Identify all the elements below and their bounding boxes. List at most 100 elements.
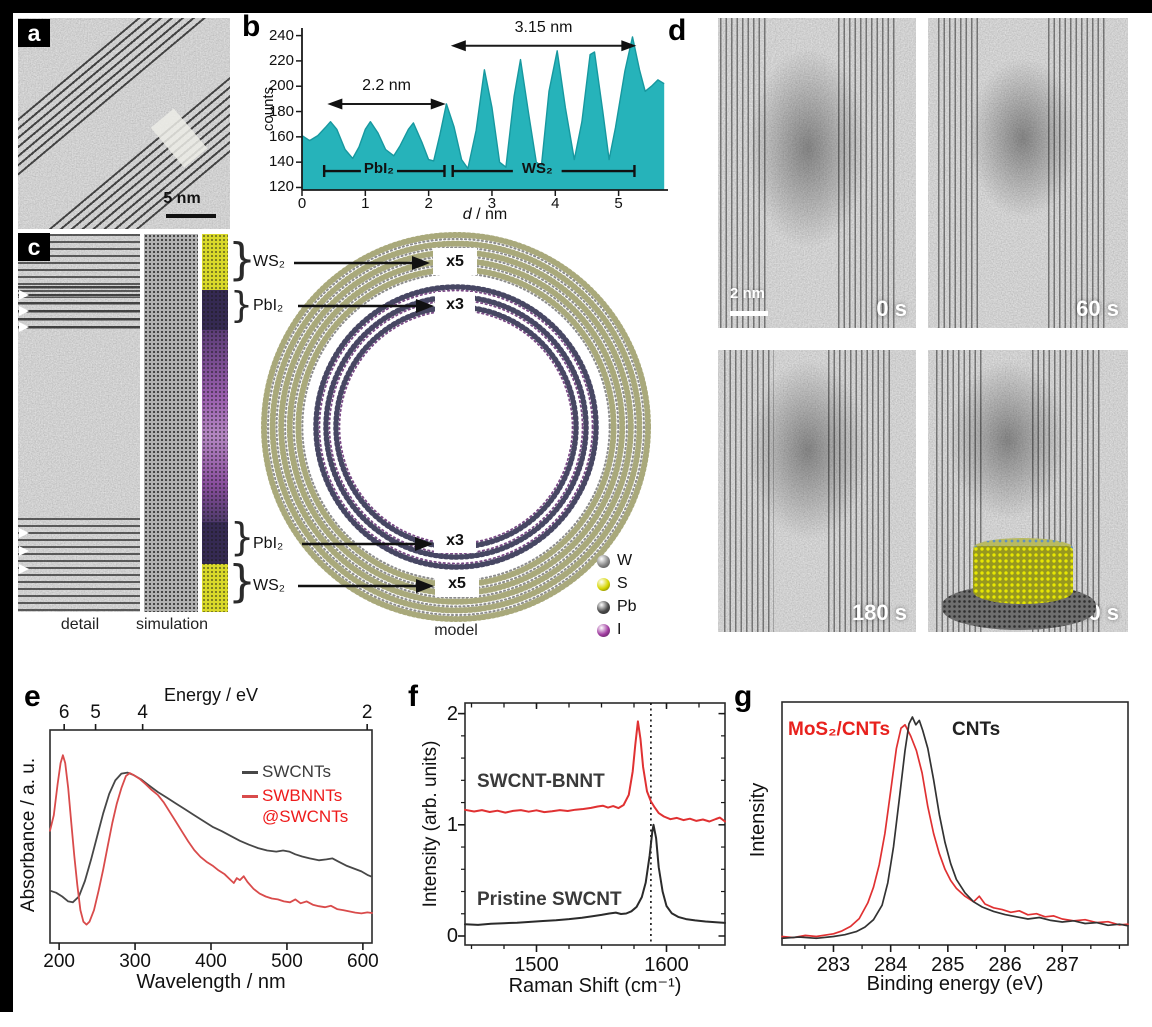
legend-item-S: S [597, 575, 628, 593]
panel-label-c: c [18, 233, 50, 261]
marker-arrow-icon [19, 306, 29, 316]
tick-label: 4 [551, 195, 560, 212]
xps-spectra-chart: Intensity Binding energy (eV) MoS₂/CNTs … [740, 685, 1152, 1003]
nanotube-wall-stripes [1048, 18, 1108, 328]
panel-c-simulation-strip [144, 234, 198, 612]
tick-label: 3 [487, 195, 497, 212]
scale-bar-line [166, 214, 216, 218]
legend-label: S [617, 575, 628, 592]
panel-label-e: e [24, 680, 41, 713]
panel-d-tem-180s: 180 s [718, 350, 916, 632]
curve-label-mos2-cnts: MoS₂/CNTs [788, 719, 891, 740]
y-axis-title: Absorbance / a. u. [18, 757, 39, 913]
panel-d-tem-330s: 330 s [928, 350, 1128, 632]
curve-label-swcnt-bnnt: SWCNT-BNNT [477, 771, 605, 792]
tick-label: 220 [268, 51, 294, 69]
multiplier-pbi2-bottom: x3 [434, 528, 476, 553]
brace-ws2-bottom: } [228, 556, 256, 607]
legend-dash-swbnnts [242, 795, 258, 798]
tick-label: 0 [297, 195, 307, 212]
frame-left [0, 0, 13, 1012]
multiplier-ws2-top: x5 [433, 248, 477, 275]
panel-d-tem-60s: 60 s [928, 18, 1128, 328]
region-label: PbI₂ [363, 160, 394, 178]
tick-label: 2 [424, 195, 433, 212]
curve-label-cnts: CNTs [952, 719, 1001, 740]
x-axis-title: Raman Shift (cm⁻¹) [508, 975, 682, 997]
tick-label: 4 [137, 702, 148, 723]
tick-label: 284 [873, 954, 908, 976]
time-stamp: 60 s [1076, 296, 1119, 321]
sub-label-model: model [434, 622, 478, 639]
legend-label-swcnts: SWCNTs [262, 762, 331, 781]
atom-sphere-S-icon [597, 577, 610, 591]
tick-label: 1 [446, 813, 458, 836]
raman-spectra-chart: Intensity (arb. units) Raman Shift (cm⁻¹… [420, 685, 735, 1003]
legend-label: W [617, 552, 633, 569]
scale-bar-label: 5 nm [163, 190, 201, 207]
dark-contrast-blob [968, 58, 1078, 218]
panel-label-a: a [18, 19, 50, 47]
layer-label-ws2-top: WS₂ [253, 253, 285, 270]
brace-ws2-top: } [228, 234, 256, 285]
atom-sphere-I-icon [597, 623, 610, 637]
layer-label-pbi2-bottom: PbI₂ [253, 535, 284, 552]
tick-label: 500 [271, 951, 303, 972]
atom-sphere-Pb-icon [597, 600, 610, 614]
tick-label: 140 [268, 153, 294, 171]
lattice-fringes [18, 286, 140, 334]
frame-top [0, 0, 1152, 13]
tick-label: 286 [988, 954, 1022, 976]
dark-contrast-blob [748, 360, 868, 540]
atom-sphere-W-icon [597, 554, 610, 568]
nanotube-wall-stripes [720, 18, 766, 328]
absorbance-spectra-chart: Energy / eV Absorbance / a. u. Wavelengt… [18, 685, 385, 1003]
panel-a-tem-image: 5 nm [18, 18, 230, 229]
chart-canvas [458, 702, 726, 952]
curve-label-pristine-swcnt: Pristine SWCNT [477, 889, 622, 910]
tick-label: 180 [268, 102, 294, 120]
sub-label-simulation: simulation [135, 616, 209, 633]
y-axis-title: Intensity [747, 782, 769, 858]
panel-c-model-strip [202, 234, 228, 612]
annotation-label: 3.15 nm [514, 18, 573, 36]
x-axis-title: d / nm [302, 206, 668, 224]
tick-label: 400 [195, 951, 227, 972]
layer-label-pbi2-top: PbI₂ [253, 297, 284, 314]
legend-item-I: I [597, 621, 621, 639]
nanotube-wall-stripes [724, 350, 774, 632]
x-axis-title-rest: / nm [471, 206, 508, 223]
marker-arrow-icon [19, 564, 29, 574]
nanotube-wall-stripes [938, 18, 978, 328]
tick-label: 283 [816, 954, 851, 976]
sub-label-detail: detail [60, 616, 100, 633]
nanotube-wall-stripes [828, 350, 892, 632]
tick-label: 200 [268, 77, 294, 95]
tick-label: 287 [1045, 954, 1079, 976]
tick-label: 0 [446, 925, 458, 947]
panel-d-tem-0s: 2 nm 0 s [718, 18, 916, 328]
marker-arrow-icon [19, 528, 29, 538]
multiplier-pbi2-top: x3 [435, 292, 475, 317]
x-axis-title-italic: d [462, 206, 472, 223]
region-label: WS₂ [521, 160, 553, 178]
legend-item-Pb: Pb [597, 598, 637, 616]
panel-label-f: f [408, 680, 418, 713]
time-stamp: 180 s [851, 600, 907, 625]
tick-label: 2 [361, 702, 373, 723]
x-axis-title: Wavelength / nm [136, 971, 286, 993]
tick-label: 240 [268, 26, 294, 44]
panel-label-g: g [734, 680, 753, 713]
tick-label: 1500 [514, 954, 559, 976]
layer-label-ws2-bottom: WS₂ [253, 577, 285, 594]
multiplier-ws2-bottom: x5 [435, 570, 479, 597]
legend-item-W: W [597, 552, 632, 570]
brace-pbi2-bottom: } [230, 515, 255, 559]
brace-pbi2-top: } [230, 285, 253, 326]
tick-label: 1600 [644, 954, 689, 976]
dark-contrast-blob [748, 48, 868, 248]
tick-label: 200 [43, 951, 75, 972]
legend-label-swbnnts-line2: @SWCNTs [262, 807, 349, 826]
annotation-label: 2.2 nm [362, 76, 411, 94]
tick-label: 160 [268, 127, 294, 145]
